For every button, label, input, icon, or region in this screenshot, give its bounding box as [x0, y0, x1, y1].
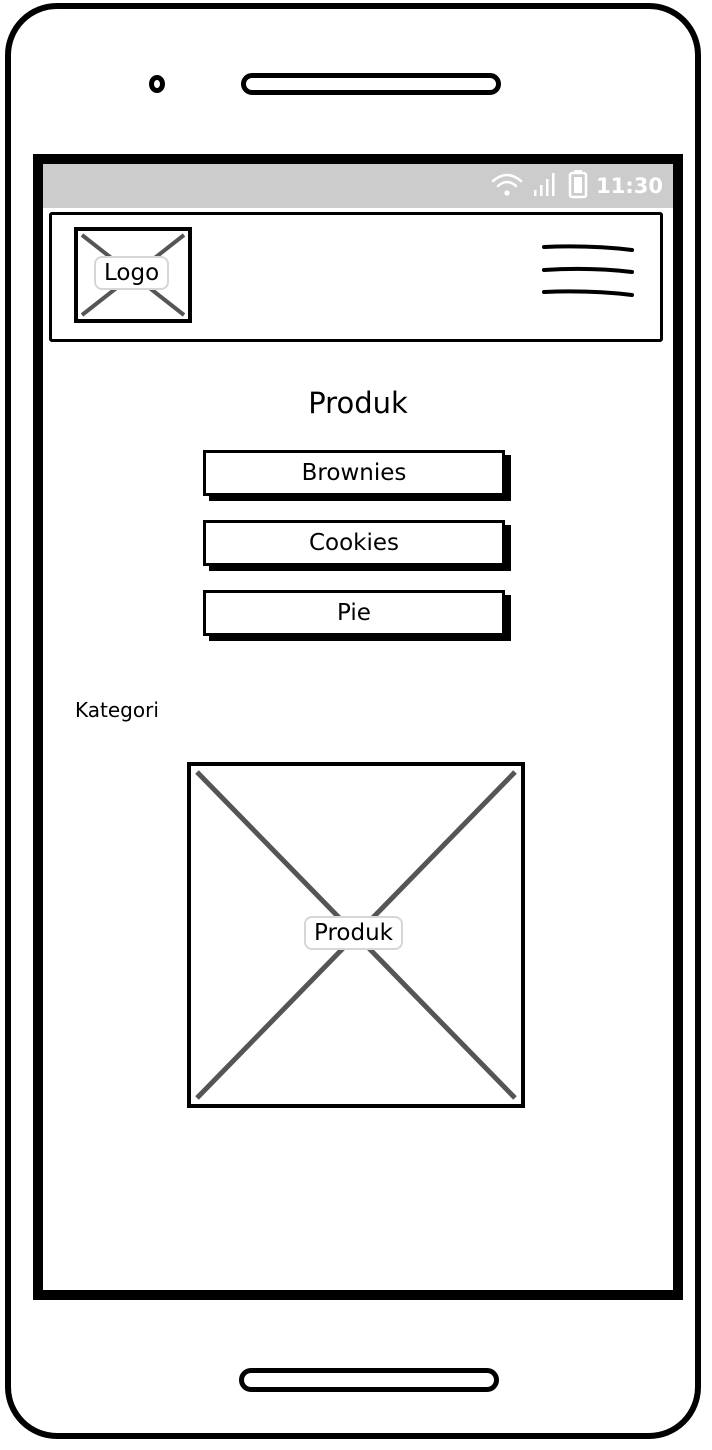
logo-label: Logo: [94, 256, 170, 290]
brownies-button[interactable]: Brownies: [203, 450, 505, 496]
pie-button[interactable]: Pie: [203, 590, 505, 636]
page-title: Produk: [308, 386, 408, 420]
status-bar: 11:30: [43, 164, 673, 208]
hamburger-menu-icon[interactable]: [542, 241, 636, 305]
home-button[interactable]: [239, 1368, 499, 1392]
signal-icon: [532, 170, 560, 202]
status-icons: 11:30: [490, 169, 663, 203]
product-image-placeholder[interactable]: Produk: [187, 762, 525, 1108]
camera-icon: [149, 75, 165, 93]
category-label: Kategori: [75, 698, 159, 722]
battery-icon: [568, 169, 588, 203]
speaker-grille: [241, 73, 501, 95]
cookies-button[interactable]: Cookies: [203, 520, 505, 566]
app-header: Logo: [49, 212, 663, 342]
logo[interactable]: Logo: [74, 227, 192, 323]
product-image-label: Produk: [304, 916, 403, 950]
status-time: 11:30: [596, 174, 663, 198]
phone-screen: 11:30 Logo Produk Brownies: [33, 154, 683, 1300]
wifi-icon: [490, 170, 524, 202]
